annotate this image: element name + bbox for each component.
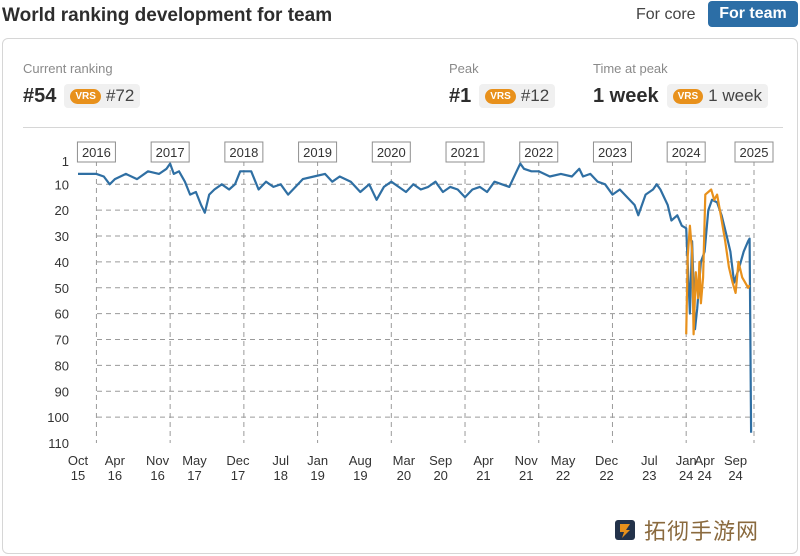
year-marker-label: 2022 <box>524 145 553 160</box>
x-tick-label: Aug <box>349 453 372 468</box>
ranking-card: Current ranking #54 VRS #72 Peak #1 VRS … <box>2 38 798 554</box>
x-tick-label: Nov <box>515 453 539 468</box>
year-marker-label: 2025 <box>740 145 769 160</box>
x-tick-label: Jul <box>641 453 658 468</box>
toggle-team-button[interactable]: For team <box>708 1 798 27</box>
y-tick-label: 80 <box>55 358 69 373</box>
year-marker-box <box>224 141 264 163</box>
y-tick-label: 10 <box>55 177 69 192</box>
y-tick-label: 50 <box>55 281 69 296</box>
vrs-series-line <box>685 188 751 336</box>
x-tick-label: 16 <box>150 468 164 483</box>
watermark-logo-icon <box>615 520 635 540</box>
x-tick-label: Nov <box>146 453 170 468</box>
toggle-core-button[interactable]: For core <box>636 6 696 23</box>
peak-stat: Peak #1 VRS #12 <box>449 61 556 108</box>
x-tick-label: 21 <box>519 468 533 483</box>
y-tick-label: 20 <box>55 203 69 218</box>
vrs-badge: VRS <box>672 88 704 104</box>
year-marker-label: 2016 <box>82 145 111 160</box>
time-at-peak-stat: Time at peak 1 week VRS 1 week <box>593 61 769 108</box>
x-tick-label: 20 <box>433 468 447 483</box>
x-tick-label: Apr <box>105 453 126 468</box>
x-tick-label: 17 <box>231 468 245 483</box>
divider <box>23 127 783 128</box>
x-tick-label: 22 <box>556 468 570 483</box>
year-marker-label: 2023 <box>598 145 627 160</box>
current-ranking-stat: Current ranking #54 VRS #72 <box>23 61 141 108</box>
year-marker-box <box>666 141 706 163</box>
y-tick-label: 70 <box>55 333 69 348</box>
year-marker-label: 2018 <box>229 145 258 160</box>
x-tick-label: 23 <box>642 468 656 483</box>
header: World ranking development for team For c… <box>0 0 800 32</box>
x-tick-label: 22 <box>599 468 613 483</box>
x-tick-label: Sep <box>724 453 747 468</box>
y-tick-label: 100 <box>47 410 69 425</box>
current-vrs-value: #72 <box>105 86 135 105</box>
peak-vrs-box: VRS #12 <box>479 84 556 108</box>
x-tick-label: May <box>551 453 576 468</box>
x-tick-label: 18 <box>273 468 287 483</box>
year-marker-label: 2020 <box>377 145 406 160</box>
year-marker-label: 2017 <box>156 145 185 160</box>
x-tick-label: Jan <box>676 453 697 468</box>
peak-vrs-value: #12 <box>520 86 550 105</box>
vrs-badge: VRS <box>70 88 101 104</box>
x-tick-label: 16 <box>108 468 122 483</box>
x-tick-label: 19 <box>310 468 324 483</box>
x-tick-label: Jul <box>272 453 289 468</box>
time-at-peak-vrs-box: VRS 1 week <box>666 84 769 108</box>
year-marker-box <box>298 141 338 163</box>
year-marker-box <box>150 141 190 163</box>
year-marker-label: 2024 <box>672 145 701 160</box>
y-tick-label: 40 <box>55 255 69 270</box>
x-tick-label: Jan <box>307 453 328 468</box>
peak-label: Peak <box>449 61 479 76</box>
x-tick-label: Sep <box>429 453 452 468</box>
current-vrs-box: VRS #72 <box>64 84 141 108</box>
y-tick-label: 30 <box>55 229 69 244</box>
year-marker-box <box>371 141 411 163</box>
x-tick-label: Apr <box>694 453 715 468</box>
ranking-series-line <box>78 162 753 433</box>
y-tick-label: 60 <box>55 307 69 322</box>
x-tick-label: Apr <box>473 453 494 468</box>
x-tick-label: May <box>182 453 207 468</box>
page-title: World ranking development for team <box>2 5 333 26</box>
x-tick-label: Oct <box>68 453 89 468</box>
y-tick-label: 1 <box>62 154 69 169</box>
y-tick-label: 110 <box>48 436 69 451</box>
year-marker-box <box>519 141 559 163</box>
vrs-badge: VRS <box>485 88 516 104</box>
year-marker-box <box>445 141 485 163</box>
x-tick-label: 20 <box>397 468 411 483</box>
peak-value: #1 <box>449 84 472 107</box>
year-marker-label: 2021 <box>451 145 480 160</box>
current-ranking-value: #54 <box>23 84 57 107</box>
time-at-peak-value: 1 week <box>593 84 659 107</box>
x-tick-label: 24 <box>697 468 711 483</box>
x-tick-label: Mar <box>393 453 416 468</box>
x-tick-label: 19 <box>353 468 367 483</box>
time-at-peak-vrs-value: 1 week <box>708 86 763 105</box>
x-tick-label: 15 <box>71 468 85 483</box>
x-tick-label: Dec <box>595 453 619 468</box>
current-ranking-label: Current ranking <box>23 61 113 76</box>
watermark-text: 拓彻手游网 <box>644 520 760 545</box>
year-marker-box <box>76 141 116 163</box>
time-at-peak-label: Time at peak <box>593 61 668 76</box>
year-marker-box <box>592 141 632 163</box>
x-tick-label: 21 <box>476 468 490 483</box>
x-tick-label: Dec <box>226 453 250 468</box>
watermark: 拓彻手游网 <box>612 512 792 548</box>
year-marker-box <box>734 141 774 163</box>
x-tick-label: 24 <box>728 468 742 483</box>
x-tick-label: 24 <box>679 468 693 483</box>
year-marker-label: 2019 <box>303 145 332 160</box>
y-tick-label: 90 <box>55 384 69 399</box>
x-tick-label: 17 <box>187 468 201 483</box>
